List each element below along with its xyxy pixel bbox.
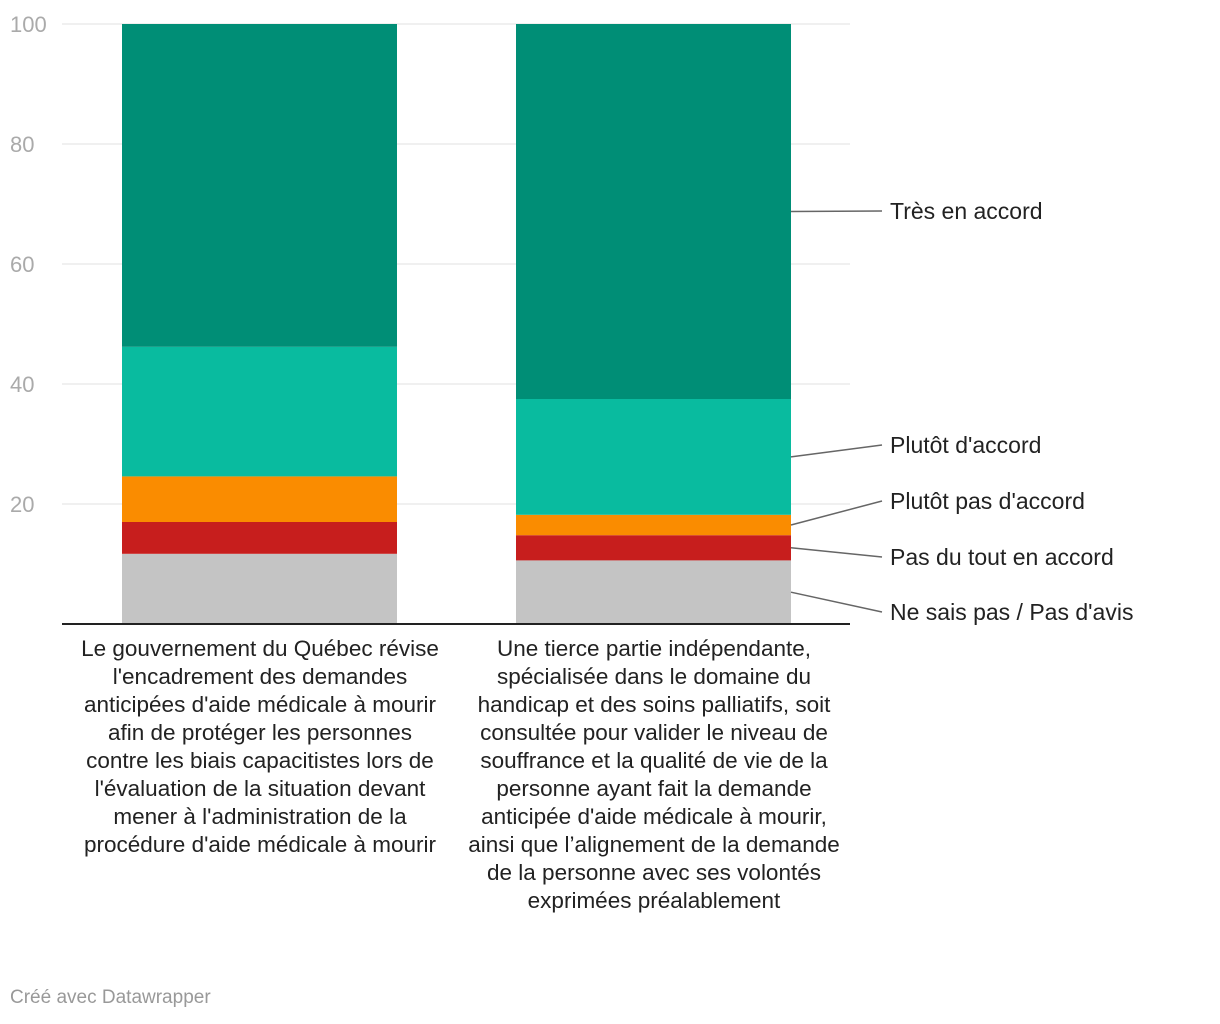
bar-segment <box>122 522 397 554</box>
bars <box>122 24 791 624</box>
bar-segment <box>516 24 791 399</box>
legend-label: Pas du tout en accord <box>890 544 1114 570</box>
legend-leader-line <box>790 591 883 613</box>
legend-label: Plutôt pas d'accord <box>890 488 1085 514</box>
legend-leader-line <box>790 444 883 458</box>
y-tick-label: 40 <box>10 372 34 397</box>
bar-segment <box>516 514 791 536</box>
y-tick-label: 100 <box>10 12 47 37</box>
legend-label: Plutôt d'accord <box>890 432 1041 458</box>
legend-leader-line <box>790 210 883 213</box>
bar-segment <box>516 399 791 515</box>
legend-leader-line <box>790 547 883 558</box>
bar-segment <box>516 535 791 561</box>
bar-segment <box>122 346 397 477</box>
y-axis-tick-labels: 20 40 60 80 100 <box>10 12 47 517</box>
bar-segment <box>122 476 397 522</box>
bar-segment <box>516 560 791 624</box>
bar-segment <box>122 24 397 347</box>
category-label-1: Le gouvernement du Québec révise l'encad… <box>81 636 439 857</box>
legend-label: Ne sais pas / Pas d'avis <box>890 599 1133 625</box>
credit-footer: Créé avec Datawrapper <box>10 987 211 1008</box>
y-tick-label: 60 <box>10 252 34 277</box>
bar-segment <box>122 553 397 624</box>
legend: Ne sais pas / Pas d'avis Pas du tout en a… <box>790 198 1133 625</box>
legend-label: Très en accord <box>890 198 1043 224</box>
legend-leader-line <box>790 500 883 526</box>
y-tick-label: 80 <box>10 132 34 157</box>
y-tick-label: 20 <box>10 492 34 517</box>
category-label-2: Une tierce partie indépendante, spéciali… <box>468 636 840 913</box>
